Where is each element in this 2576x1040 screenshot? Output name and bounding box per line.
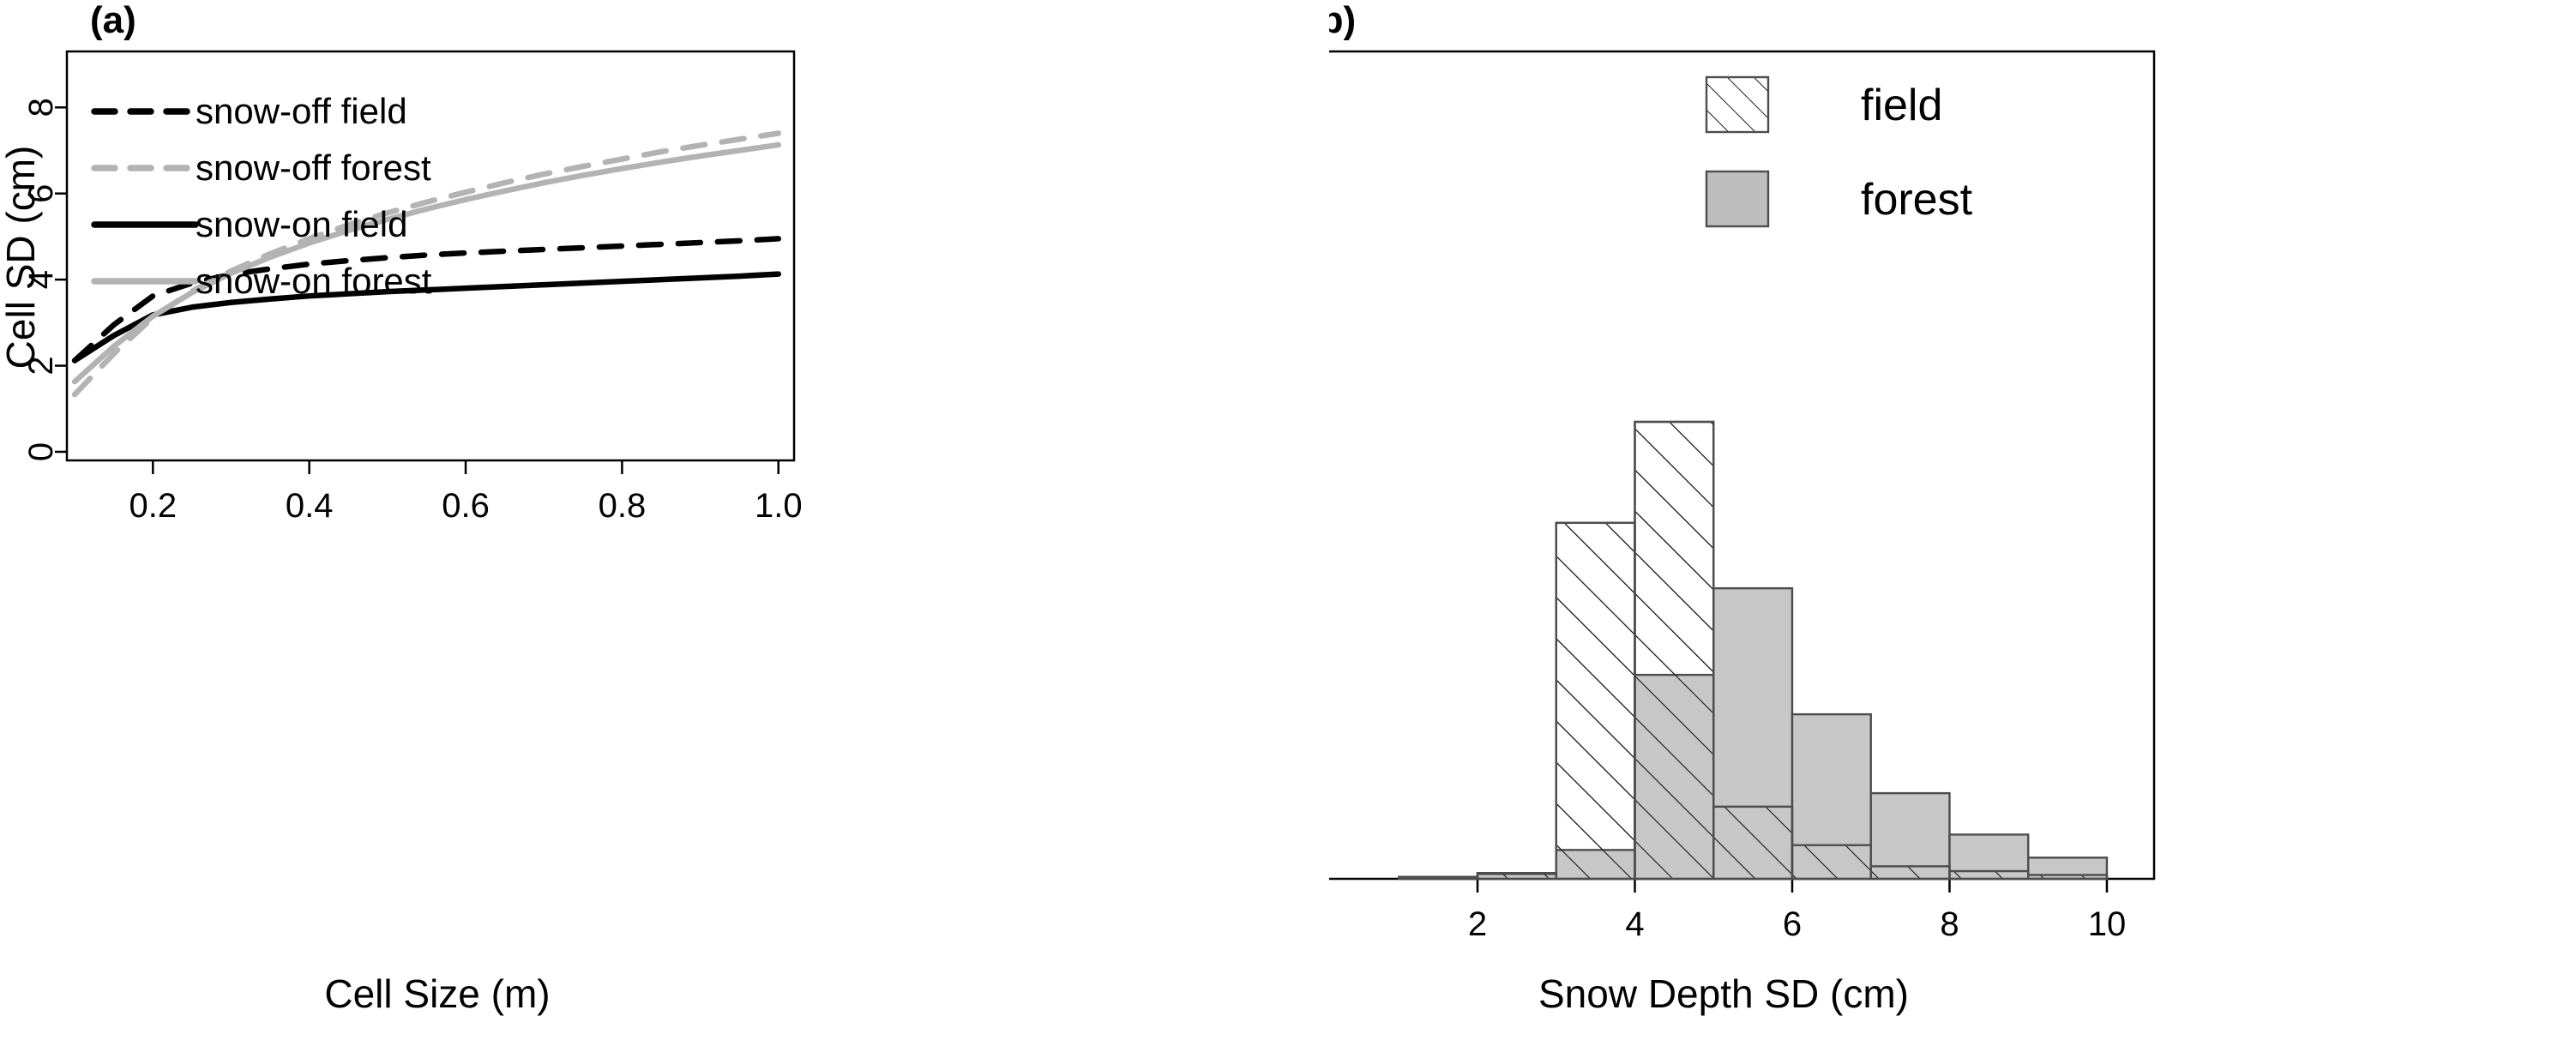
panel-b-x-tick-label: 2: [1468, 905, 1487, 943]
panel-b-legend: field forest: [1705, 75, 1973, 228]
panel-a-plot-frame: [65, 50, 796, 462]
panel-a-label: (a): [90, 0, 136, 41]
panel-a-legend-label: snow-off field: [196, 91, 407, 131]
panel-a-x-tick-label: 1.0: [755, 487, 803, 525]
panel-b-bar-field-hatch: [1948, 869, 2030, 881]
panel-a-y-tick-label: 8: [22, 98, 60, 117]
panel-a-y-axis-title: Cell SD (cm): [0, 146, 43, 370]
panel-b-bar-field-hatch: [1555, 521, 1636, 881]
panel-a: (a) 0 2 4 6 8 0.2 0.4 0.6 0.8 1.0 Cell SD (cm) C…: [0, 0, 803, 1016]
panel-b-legend-swatch: [1705, 170, 1770, 228]
panel-a-x-tick-label: 0.8: [599, 487, 647, 525]
panel-a-series-line: [71, 271, 782, 364]
panel-b-x-tick-label: 8: [1940, 905, 1959, 943]
panel-b-label: (b): [1329, 0, 1356, 41]
panel-a-y-tick-label: 0: [22, 442, 60, 461]
panel-b-bar-field-hatch: [1476, 872, 1557, 881]
panel-a-x-tick-label: 0.2: [129, 487, 177, 525]
panel-a-x-axis: 0.2 0.4 0.6 0.8 1.0: [129, 460, 803, 525]
panel-a-legend: snow-off field snow-off forest snow-on fie…: [91, 91, 432, 301]
panel-b-bar-forest: [1869, 791, 1951, 881]
panel-a-y-axis: 0 2 4 6 8: [22, 98, 67, 461]
panel-a-legend-label: snow-on forest: [196, 261, 432, 301]
panel-a-y-tick-label: 2: [22, 356, 60, 375]
panel-b-legend-label: field: [1861, 81, 1942, 130]
panel-b-legend-swatch: [1705, 75, 1770, 134]
panel-a-x-axis-title: Cell Size (m): [324, 971, 550, 1016]
panel-a-legend-label: snow-off forest: [196, 147, 431, 188]
panel-b-bars: [1398, 420, 2109, 881]
panel-a-y-tick-label: 4: [22, 270, 60, 289]
panel-b-x-axis-title: Snow Depth SD (cm): [1538, 971, 1909, 1016]
panel-b-x-tick-label: 6: [1783, 905, 1802, 943]
panel-b-bar-field-hatch: [1869, 865, 1951, 881]
panel-a-series-line: [71, 141, 782, 385]
panel-b-bar-field-hatch: [1712, 805, 1794, 881]
panel-b-bar-field-hatch: [1634, 420, 1715, 881]
panel-b: (b) 0.00.20.40.60.8 0246810 Probability …: [1329, 0, 2576, 1040]
panel-b-legend-label: forest: [1861, 175, 1973, 225]
panel-a-data-lines: [71, 130, 782, 398]
panel-a-x-tick-label: 0.4: [286, 487, 334, 525]
panel-a-y-tick-label: 6: [22, 184, 60, 203]
panel-a-svg: (a) 0 2 4 6 8 0.2 0.4 0.6 0.8 1.0 Cell SD (cm) C…: [0, 0, 803, 1016]
panel-b-bar-field-hatch: [2027, 874, 2109, 881]
panel-a-legend-label: snow-on field: [196, 204, 407, 244]
panel-b-x-tick-label: 4: [1625, 905, 1644, 943]
panel-b-x-tick-label: 0: [1329, 905, 1330, 943]
panel-b-x-tick-label: 10: [2088, 905, 2127, 943]
panel-a-x-tick-label: 0.6: [442, 487, 490, 525]
panel-b-svg: (b) 0.00.20.40.60.8 0246810 Probability …: [1329, 0, 2156, 1016]
panel-b-bar-field-hatch: [1791, 844, 1872, 881]
panel-b-x-axis: 0 2 4 6 8 10: [1329, 879, 2126, 943]
panel-b-bar-field-hatch: [1398, 875, 1479, 881]
